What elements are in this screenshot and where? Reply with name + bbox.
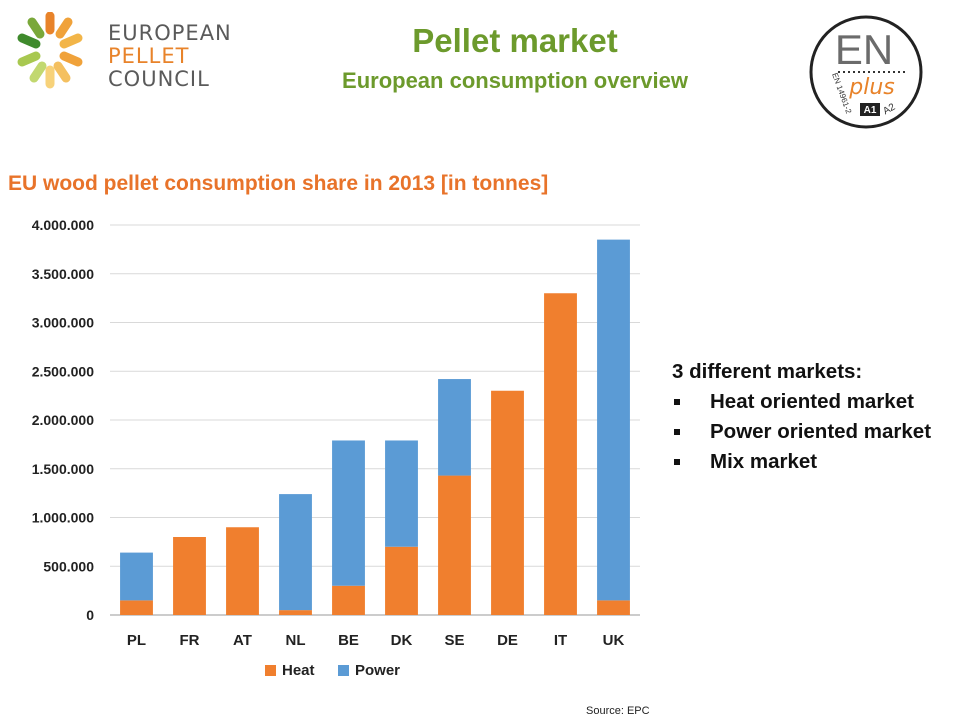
badge-sub-text: plus: [848, 75, 894, 100]
bar-heat-fr: [173, 537, 206, 615]
chart-title: EU wood pellet consumption share in 2013…: [8, 172, 549, 195]
y-tick-label: 2.000.000: [32, 412, 94, 428]
page-title: Pellet market: [412, 22, 618, 59]
logo-line-1: EUROPEAN: [108, 21, 232, 45]
x-tick-label: AT: [233, 632, 252, 649]
x-tick-label: SE: [444, 632, 464, 649]
bar-heat-at: [226, 527, 259, 615]
legend-label-heat: Heat: [282, 662, 315, 679]
y-tick-label: 4.000.000: [32, 217, 94, 233]
y-tick-label: 3.000.000: [32, 315, 94, 331]
y-tick-label: 2.500.000: [32, 363, 94, 379]
bar-heat-dk: [385, 546, 418, 615]
bar-power-be: [332, 440, 365, 586]
bar-heat-it: [544, 293, 577, 615]
bar-power-uk: [597, 239, 630, 601]
market-item-heat: Heat oriented market: [672, 390, 931, 414]
y-tick-label: 1.500.000: [32, 461, 94, 477]
bar-heat-pl: [120, 600, 153, 615]
logo-line-3: COUNCIL: [108, 67, 210, 91]
badge-grade-2: A2: [881, 101, 897, 117]
pellet-rays-icon: [17, 12, 83, 89]
epc-logo: EUROPEAN PELLET COUNCIL: [10, 12, 280, 92]
bar-heat-be: [332, 585, 365, 615]
bar-power-nl: [279, 494, 312, 611]
market-item-mix: Mix market: [672, 450, 931, 474]
x-tick-label: PL: [127, 632, 146, 649]
bar-heat-de: [491, 390, 524, 615]
x-tick-label: UK: [603, 632, 625, 649]
bar-heat-se: [438, 475, 471, 615]
bar-power-se: [438, 379, 471, 476]
logo-line-2: PELLET: [108, 44, 190, 68]
page-subtitle: European consumption overview: [342, 68, 688, 93]
x-tick-label: IT: [554, 632, 567, 649]
bar-heat-nl: [279, 610, 312, 615]
x-tick-label: DE: [497, 632, 518, 649]
market-item-label: Mix market: [710, 450, 818, 473]
x-tick-label: FR: [180, 632, 200, 649]
markets-heading: 3 different markets:: [672, 360, 863, 383]
y-tick-label: 1.000.000: [32, 510, 94, 526]
enplus-badge-icon: EN plus EN 14961-2 A1 A2: [809, 15, 923, 129]
y-tick-label: 3.500.000: [32, 266, 94, 282]
consumption-chart: 0 500.000 1.000.000 1.500.000 2.000.000 2.500…: [32, 217, 640, 679]
market-item-label: Power oriented market: [710, 420, 932, 443]
market-item-power: Power oriented market: [672, 420, 931, 444]
source-note: Source: EPC: [586, 705, 650, 717]
bar-power-pl: [120, 552, 153, 601]
x-tick-label: BE: [338, 632, 359, 649]
x-tick-label: NL: [286, 632, 306, 649]
badge-grade-1: A1: [864, 105, 877, 116]
x-tick-label: DK: [391, 632, 413, 649]
market-item-label: Heat oriented market: [710, 390, 914, 413]
legend-swatch-heat: [265, 665, 276, 676]
legend-label-power: Power: [355, 662, 400, 679]
bar-power-dk: [385, 440, 418, 547]
y-tick-label: 500.000: [43, 558, 94, 574]
markets-list: 3 different markets: Heat oriented marke…: [672, 360, 931, 480]
y-tick-label: 0: [86, 607, 94, 623]
badge-main-text: EN: [835, 26, 893, 73]
bar-heat-uk: [597, 600, 630, 615]
legend-swatch-power: [338, 665, 349, 676]
